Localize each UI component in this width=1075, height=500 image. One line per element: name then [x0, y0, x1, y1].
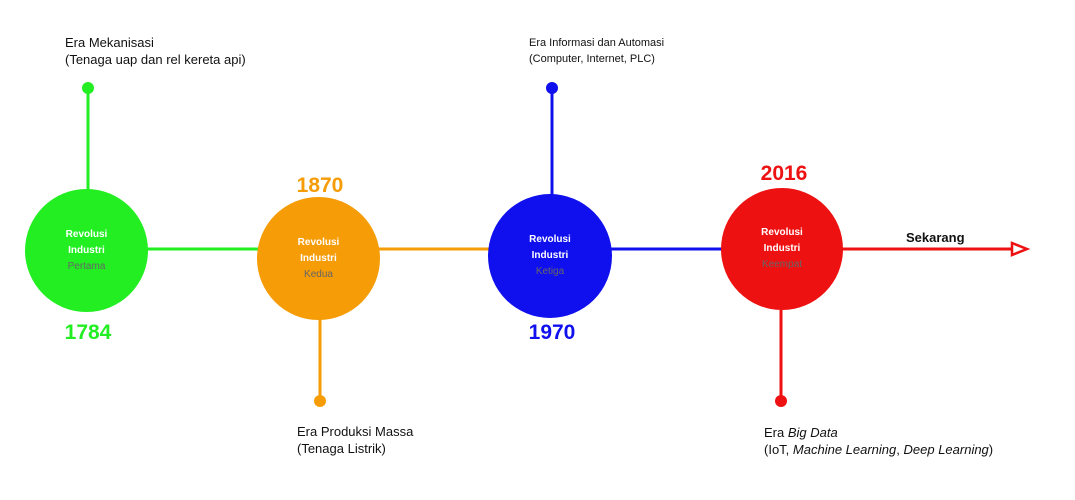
- era-3-line1: Revolusi: [529, 234, 571, 245]
- era-2-line2: Industri: [300, 252, 337, 264]
- era-1-line3: Pertama: [67, 260, 106, 272]
- era-1-desc-line2: (Tenaga uap dan rel kereta api): [65, 52, 246, 67]
- arrow-head: [1010, 241, 1031, 257]
- era-3-year: 1970: [528, 321, 576, 344]
- era-circle-3: Revolusi Industri Ketiga: [488, 194, 612, 318]
- era-2-year: 1870: [296, 174, 344, 197]
- era-1-desc-line1: Era Mekanisasi: [65, 35, 154, 50]
- era-4-desc-line2: (IoT, Machine Learning, Deep Learning): [764, 441, 993, 458]
- era-2-desc-line1: Era Produksi Massa: [297, 424, 414, 439]
- era-circle-2: Revolusi Industri Kedua: [257, 197, 380, 320]
- era-4-desc-dl: Deep Learning: [903, 442, 989, 457]
- era-2-desc-line2: (Tenaga Listrik): [297, 441, 386, 456]
- stem-dot-4: [775, 395, 787, 407]
- era-3-description: Era Informasi dan Automasi (Computer, In…: [529, 35, 664, 67]
- timeline-end-label: Sekarang: [906, 230, 965, 245]
- era-3-line3: Ketiga: [535, 266, 565, 277]
- era-2-line3: Kedua: [304, 268, 333, 280]
- stem-dot-2: [314, 395, 326, 407]
- era-4-desc-line1: Era Big Data: [764, 424, 993, 441]
- era-4-desc-close: ): [988, 442, 994, 457]
- era-4-desc-era: Era: [764, 425, 788, 440]
- era-2-line1: Revolusi: [297, 236, 340, 248]
- era-2-description: Era Produksi Massa (Tenaga Listrik): [297, 423, 413, 457]
- stem-dot-1: [82, 82, 94, 94]
- era-1-line2: Industri: [68, 244, 105, 256]
- era-1-description: Era Mekanisasi (Tenaga uap dan rel keret…: [65, 34, 246, 68]
- era-4-desc-comma: ,: [896, 442, 904, 457]
- era-4-description: Era Big Data (IoT, Machine Learning, Dee…: [764, 424, 993, 458]
- era-circle-1: Revolusi Industri Pertama: [25, 189, 148, 312]
- era-4-year: 2016: [760, 162, 808, 185]
- era-4-line2: Industri: [763, 243, 801, 254]
- era-1-line1: Revolusi: [65, 228, 108, 240]
- era-4-line1: Revolusi: [761, 227, 803, 238]
- era-1-year: 1784: [64, 321, 112, 344]
- era-3-desc-line2: (Computer, Internet, PLC): [529, 53, 655, 65]
- era-3-desc-line1: Era Informasi dan Automasi: [529, 37, 665, 49]
- era-circle-4: Revolusi Industri Keempat: [721, 188, 843, 310]
- era-4-desc-open: (IoT,: [764, 442, 793, 457]
- era-3-line2: Industri: [531, 250, 569, 261]
- era-4-desc-bigdata: Big Data: [787, 425, 838, 440]
- era-4-desc-ml: Machine Learning: [792, 442, 897, 457]
- era-4-line3: Keempat: [761, 259, 803, 270]
- stem-dot-3: [546, 82, 558, 94]
